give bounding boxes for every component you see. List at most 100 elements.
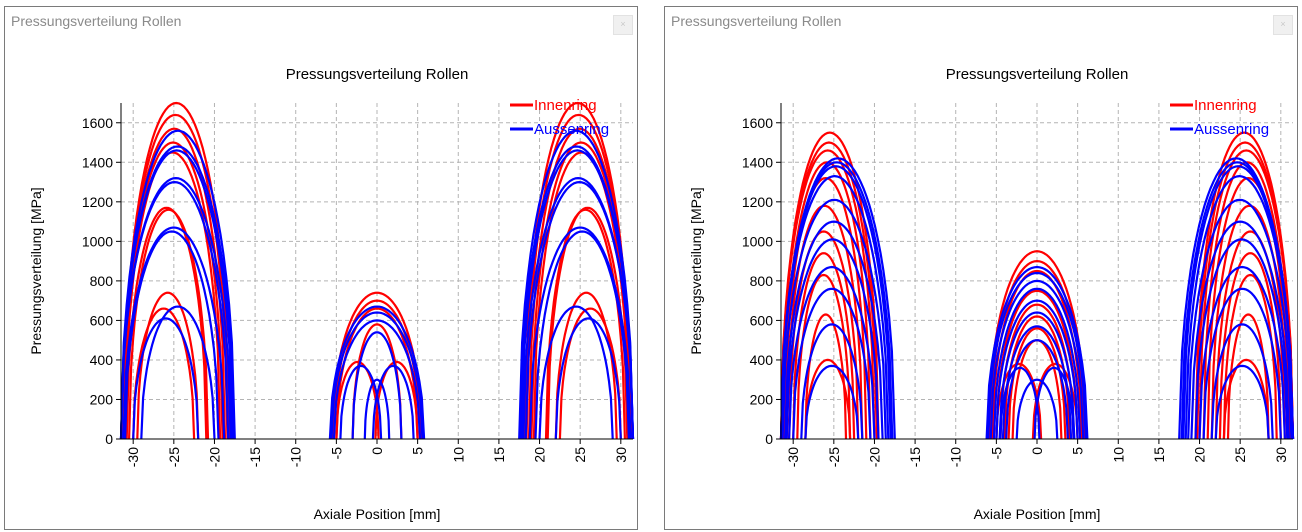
pressure-curve [781,198,887,440]
y-axis-label: Pressungsverteilung [MPa] [688,187,704,354]
pressure-curve [804,313,848,440]
y-tick-label: 0 [765,431,773,447]
pressure-curve [1182,165,1295,440]
pressure-curve [1194,238,1289,440]
pressure-curve [998,311,1076,440]
y-tick-label: 1000 [742,233,773,249]
x-tick-label: -30 [125,447,141,467]
y-tick-label: 1600 [742,115,773,131]
pressure-curve [1222,358,1270,440]
pressure-curve [1001,325,1073,440]
pressure-curve [788,265,876,440]
x-tick-label: 25 [1232,447,1248,463]
x-tick-label: 0 [1029,447,1045,455]
pressure-curve [1005,339,1069,440]
x-tick-label: -20 [207,447,223,467]
x-tick-label: 10 [1110,447,1126,463]
y-tick-label: 800 [90,273,114,289]
legend-label: Innenring [534,97,597,114]
pressure-curve [1202,287,1282,440]
pressure-chart-left: Pressungsverteilung Rollen02004006008001… [28,66,635,522]
pressure-curve [779,165,892,440]
y-tick-label: 1200 [82,194,113,210]
pressure-curve [132,317,200,440]
x-tick-label: 30 [613,447,629,463]
x-tick-label: 25 [572,447,588,463]
y-tick-label: 1000 [82,233,113,249]
pressure-curve [995,289,1079,440]
pressure-curve [792,252,856,440]
x-tick-label: 20 [1192,447,1208,463]
pressure-curve [328,305,426,440]
chart-title: Pressungsverteilung Rollen [286,66,469,83]
pressure-curve [339,364,383,440]
pressure-curve [804,364,860,440]
x-tick-label: 5 [410,447,426,455]
pressure-curve [779,149,876,440]
x-tick-label: -5 [988,447,1004,460]
pressure-curve [520,149,635,440]
x-tick-label: -30 [785,447,801,467]
x-tick-label: 0 [369,447,385,455]
legend-label: Aussenring [1194,121,1269,138]
x-tick-label: -15 [247,447,263,467]
close-button[interactable]: × [1273,15,1293,35]
pressure-curve [1198,265,1286,440]
pressure-curve [792,287,872,440]
y-tick-label: 600 [750,312,774,328]
y-tick-label: 1200 [742,194,773,210]
x-tick-label: -20 [867,447,883,467]
pressure-curve [999,303,1075,440]
chart-title: Pressungsverteilung Rollen [946,66,1129,83]
pressure-curve [784,220,884,440]
x-tick-label: -25 [166,447,182,467]
pressure-curve [1003,315,1071,440]
y-tick-label: 400 [750,352,774,368]
pressure-curve [332,319,422,440]
close-button[interactable]: × [613,15,633,35]
pressure-curve [1226,313,1270,440]
y-tick-label: 1400 [742,154,773,170]
panel-title: Pressungsverteilung Rollen [11,13,182,29]
close-icon: × [1280,19,1286,29]
pressure-curve [1184,175,1295,440]
y-tick-label: 600 [90,312,114,328]
x-tick-label: -5 [328,447,344,460]
pressure-curve [991,269,1083,440]
x-tick-label: 20 [532,447,548,463]
close-icon: × [620,19,626,29]
y-axis-label: Pressungsverteilung [MPa] [28,187,44,354]
pressure-curve [119,181,230,440]
pressure-curve [125,206,208,440]
pressure-curve [1222,273,1278,440]
pressure-curve [140,305,216,440]
pressure-curve [524,181,635,440]
y-tick-label: 800 [750,273,774,289]
x-tick-label: 30 [1273,447,1289,463]
pressure-curve [124,230,220,440]
y-tick-label: 400 [90,352,114,368]
y-tick-label: 200 [90,391,114,407]
pressure-curve [518,129,635,440]
pressure-curve [987,271,1087,440]
pressure-curve [335,307,419,440]
pressure-curve [1198,149,1295,440]
pressure-curve [987,250,1087,440]
pressure-curve [374,360,419,440]
x-tick-label: -15 [907,447,923,467]
chart-panel-right: Pressungsverteilung Rollen × Pressungsve… [664,6,1298,530]
x-tick-label: 5 [1070,447,1086,455]
pressure-curve [992,287,1082,440]
y-tick-label: 1400 [82,154,113,170]
pressure-curve [351,331,403,440]
pressure-curve [546,206,629,440]
pressure-curve [989,279,1085,440]
x-tick-label: 15 [1151,447,1167,463]
chart-panel-left: Pressungsverteilung Rollen × Pressungsve… [4,6,638,530]
pressure-curve [331,291,423,440]
pressure-curve [1015,378,1059,440]
legend-label: Aussenring [534,121,609,138]
pressure-curve [1214,364,1270,440]
y-tick-label: 0 [105,431,113,447]
pressure-curve [119,129,236,440]
